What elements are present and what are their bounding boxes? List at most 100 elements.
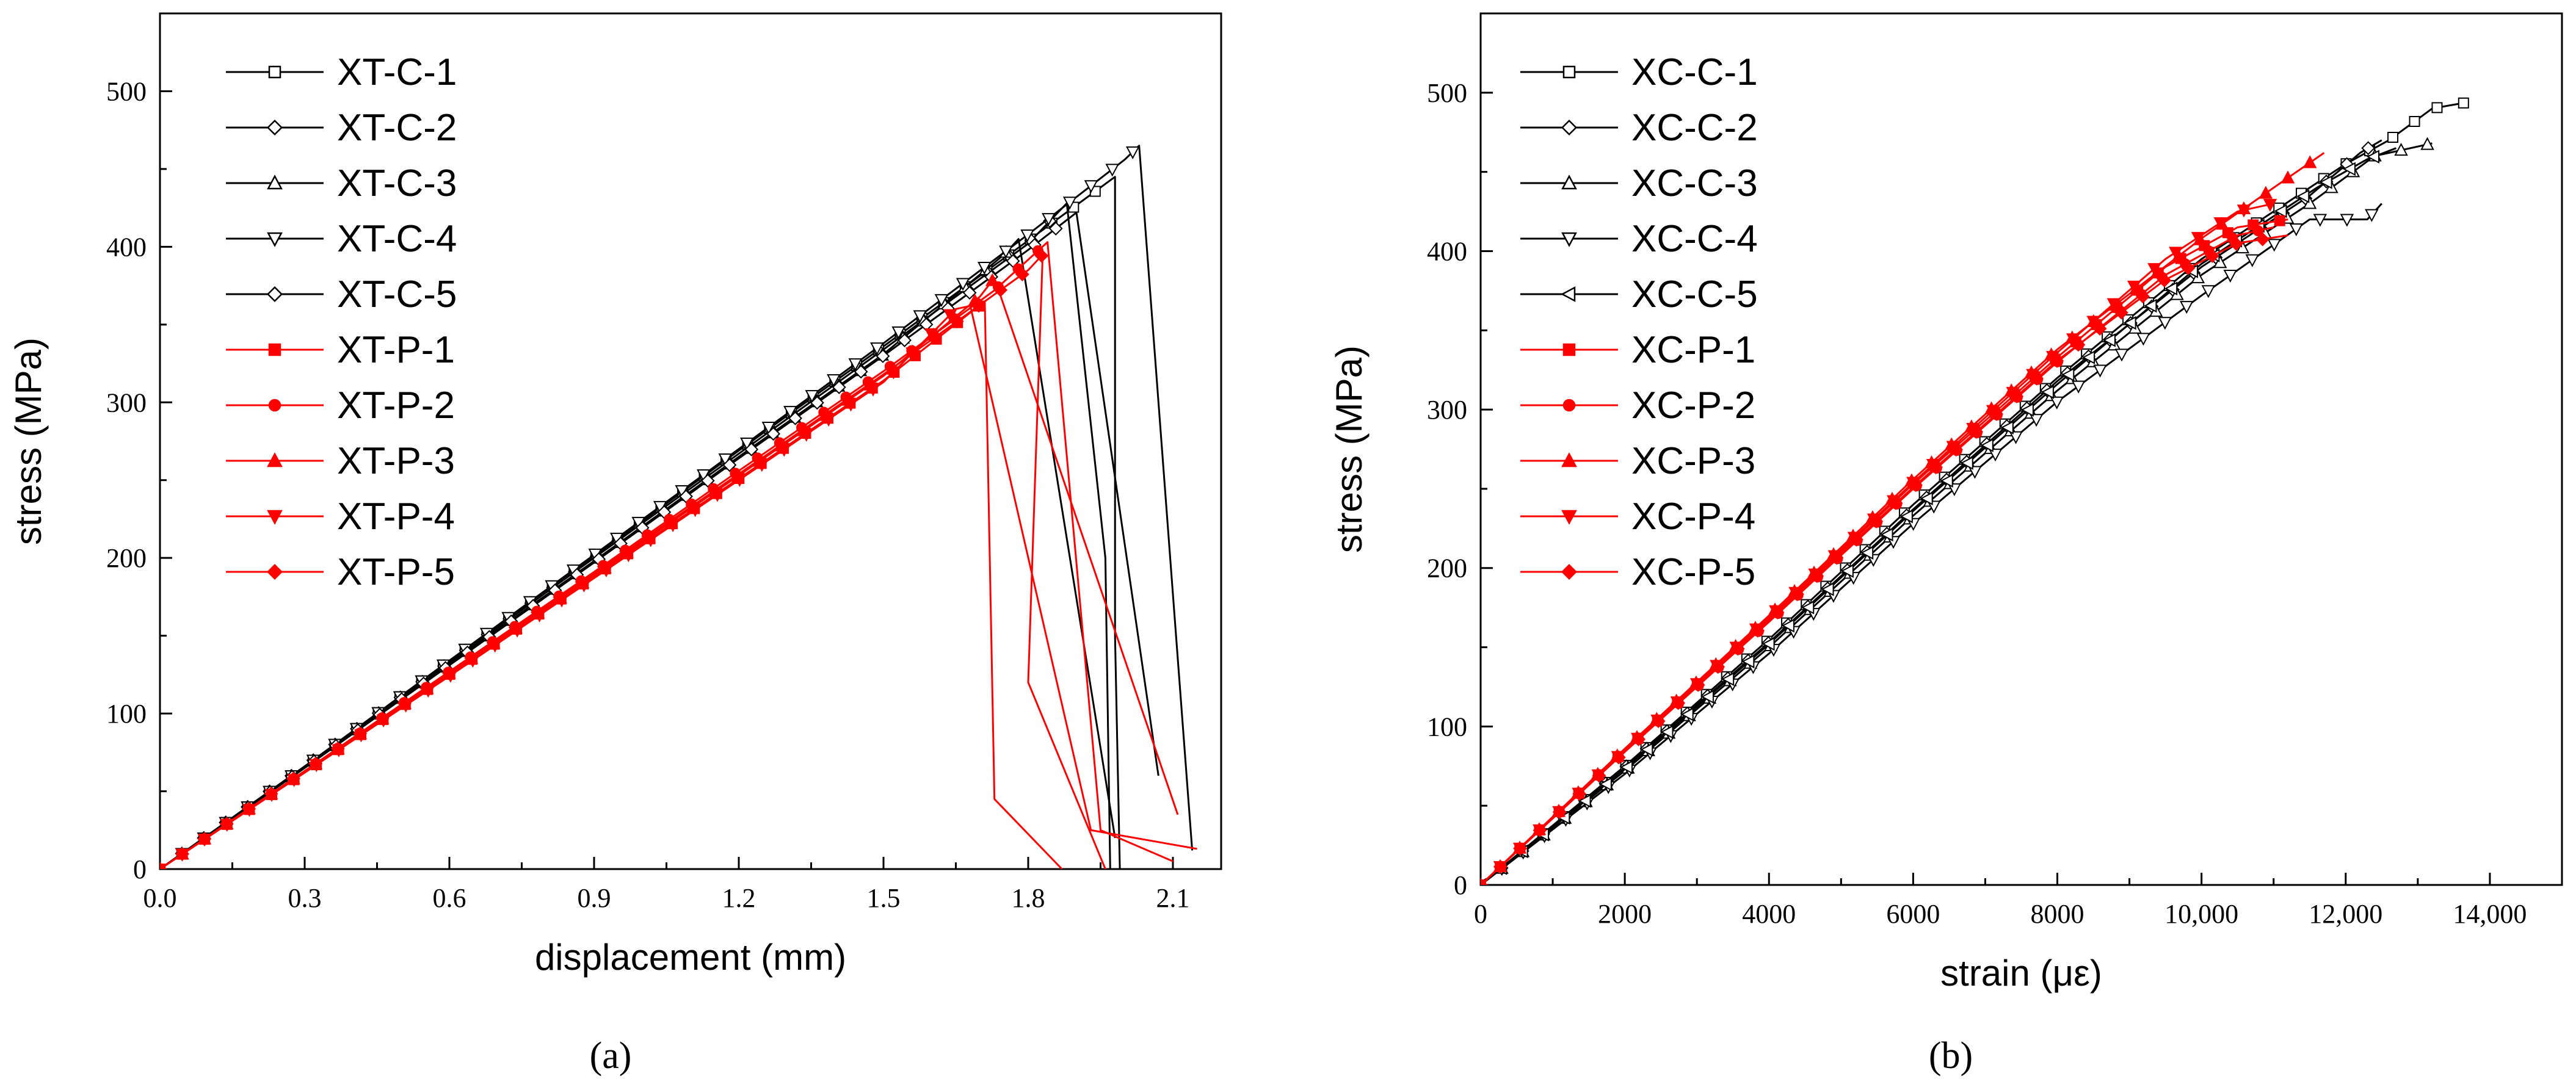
data-point-XT-C-4 — [1062, 197, 1077, 210]
data-point-XC-P-4 — [2237, 204, 2251, 218]
data-point-XT-P-5 — [619, 544, 633, 558]
x-tick-label: 10,000 — [2164, 899, 2238, 929]
y-tick-label: 100 — [1427, 712, 1467, 742]
data-point-XC-C-5 — [2000, 420, 2014, 435]
legend-marker — [1562, 65, 1576, 79]
legend-label: XT-C-3 — [337, 162, 457, 204]
data-point-XT-P-5 — [708, 483, 722, 498]
legend: XC-C-1 XC-C-2 XC-C-3 XC-C-4 XC-C-5 XC-P-1 XC-P… — [1520, 51, 1758, 593]
data-point-XT-C-4 — [934, 294, 949, 308]
legend-label: XT-C-1 — [337, 51, 457, 93]
legend: XT-C-1 XT-C-2 XT-C-3 XT-C-4 XT-C-5 XT-P-1 XT-P… — [226, 51, 457, 593]
data-point-XT-P-5 — [796, 422, 810, 437]
data-point-XC-P-5 — [2205, 249, 2219, 263]
data-point-XC-P-5 — [2229, 237, 2243, 251]
legend-marker — [266, 563, 283, 580]
data-point-XT-P-5 — [160, 862, 167, 869]
data-point-XC-P-5 — [2030, 371, 2044, 386]
data-point-XC-P-5 — [1671, 696, 1686, 710]
x-tick-label: 0 — [1474, 899, 1487, 929]
y-tick-label: 200 — [106, 543, 147, 573]
data-point-XC-P-5 — [1949, 442, 1963, 457]
data-point-XC-C-1 — [2387, 132, 2399, 143]
data-point-XC-P-5 — [1592, 768, 1606, 783]
legend-label: XC-P-2 — [1631, 384, 1755, 427]
x-tick-label: 6000 — [1886, 899, 1940, 929]
data-point-XC-C-5 — [1980, 438, 1994, 452]
data-point-XT-P-5 — [774, 438, 788, 452]
x-tick-label: 1.8 — [1012, 883, 1045, 913]
legend-label: XC-P-5 — [1631, 551, 1755, 593]
data-point-XT-P-5 — [730, 468, 744, 483]
data-point-XC-P-5 — [1493, 859, 1508, 874]
data-point-XT-P-5 — [949, 314, 964, 329]
legend-marker — [1561, 119, 1578, 136]
chart-panel-1: 0.0 0.3 0.6 0.9 1.2 1.5 1.8 2.1 0 100 200 300 400 500… — [8, 12, 1222, 1077]
data-point-XC-C-5 — [1940, 474, 1953, 488]
data-point-XC-P-5 — [1989, 407, 2004, 421]
data-point-XT-P-5 — [818, 407, 833, 422]
y-tick-label: 200 — [1427, 554, 1467, 583]
data-point-XC-C-5 — [2366, 150, 2379, 164]
data-point-XC-P-4 — [2213, 217, 2228, 231]
data-point-XC-C-5 — [1920, 491, 1933, 506]
data-point-XC-P-5 — [1513, 841, 1528, 856]
series-line-XT-P-4 — [160, 305, 1197, 869]
y-tick-label: 300 — [106, 388, 147, 417]
data-point-XC-C-5 — [2041, 385, 2054, 399]
data-point-XC-P-5 — [1533, 823, 1547, 837]
data-point-XC-P-5 — [1651, 714, 1666, 729]
legend-marker — [1561, 452, 1577, 467]
data-point-XC-C-4 — [2093, 364, 2107, 378]
data-point-XT-P-5 — [663, 514, 678, 529]
legend-marker — [268, 65, 281, 79]
data-point-XC-C-5 — [1821, 582, 1834, 596]
data-point-XC-P-4 — [2086, 316, 2100, 329]
legend-label: XT-C-4 — [337, 218, 457, 260]
data-point-XC-C-4 — [2313, 214, 2327, 227]
data-point-XT-P-5 — [264, 787, 278, 801]
data-point-XC-C-4 — [2289, 223, 2304, 237]
data-point-XT-P-5 — [197, 832, 212, 846]
data-point-XC-P-5 — [2050, 353, 2064, 368]
data-point-XT-P-3 — [985, 273, 1000, 286]
data-point-XT-C-4 — [805, 390, 819, 403]
data-point-XC-C-5 — [1761, 637, 1775, 651]
data-point-XT-P-5 — [375, 711, 390, 726]
plot-frame — [159, 12, 1222, 870]
data-point-XC-P-5 — [1631, 732, 1646, 746]
data-point-XC-C-3 — [2213, 255, 2227, 269]
data-point-XT-C-4 — [761, 422, 776, 435]
y-tick-label: 300 — [1427, 395, 1467, 425]
data-point-XC-P-5 — [1552, 805, 1567, 820]
data-point-XT-C-5 — [788, 411, 802, 425]
data-point-XC-P-1 — [2274, 215, 2285, 226]
data-point-XC-C-1 — [2458, 97, 2469, 109]
data-point-XT-C-4 — [1125, 146, 1140, 159]
data-point-XT-P-5 — [419, 681, 434, 696]
data-point-XC-P-5 — [2071, 337, 2086, 352]
data-point-XT-P-5 — [219, 817, 234, 831]
legend-label: XC-P-1 — [1631, 329, 1755, 371]
data-point-XC-P-5 — [2255, 232, 2270, 247]
data-point-XC-C-4 — [2071, 380, 2086, 394]
y-tick-label: 400 — [106, 232, 147, 262]
data-point-XC-C-4 — [2136, 333, 2150, 346]
data-point-XC-C-5 — [1781, 618, 1794, 633]
y-tick-label: 0 — [1454, 870, 1467, 900]
data-point-XC-C-5 — [1598, 777, 1612, 792]
legend-label: XT-C-5 — [337, 273, 457, 316]
data-point-XT-C-4 — [740, 438, 754, 451]
data-point-XC-C-5 — [2144, 298, 2157, 313]
x-axis-title: displacement (mm) — [535, 937, 846, 978]
legend-label: XT-P-3 — [337, 440, 455, 482]
data-point-XC-C-5 — [2020, 403, 2034, 417]
legend-label: XC-C-1 — [1631, 51, 1758, 93]
data-point-XC-C-4 — [1988, 449, 2003, 462]
data-point-XC-P-3 — [2302, 155, 2317, 168]
data-point-XT-P-5 — [486, 635, 501, 650]
legend-label: XT-P-5 — [337, 551, 455, 593]
legend-marker — [268, 343, 281, 356]
data-point-XC-C-5 — [1700, 690, 1714, 704]
data-point-XC-C-5 — [1860, 546, 1874, 560]
